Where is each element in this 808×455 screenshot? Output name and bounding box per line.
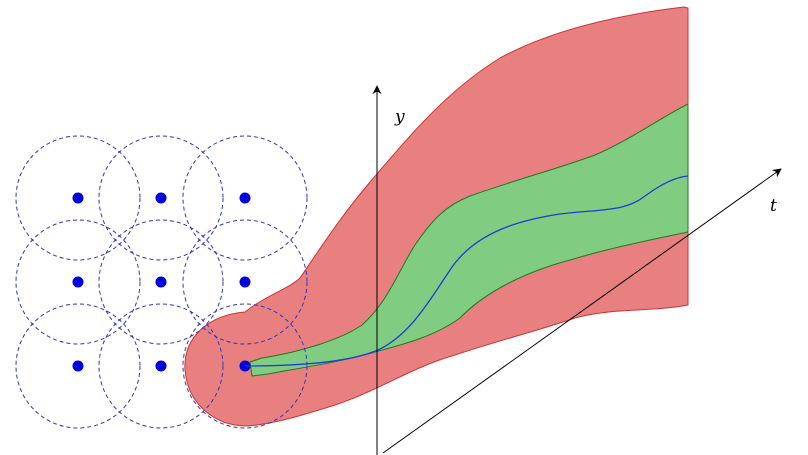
neighborhood-circle-r3c2 — [98, 303, 224, 429]
grid-point-r2c2 — [155, 276, 167, 288]
t-axis-label: t — [770, 196, 777, 216]
trajectory-curve — [244, 175, 689, 367]
inner-reachable-tube — [249, 103, 689, 377]
neighborhood-circle-r2c1 — [15, 219, 141, 345]
neighborhood-circle-r2c2 — [98, 219, 224, 345]
neighborhood-circle-r1c3 — [182, 135, 308, 261]
neighborhood-circle-r1c2 — [98, 135, 224, 261]
grid-point-r1c1 — [72, 192, 84, 204]
grid-point-r2c3 — [239, 276, 251, 288]
grid-point-r3c2 — [155, 360, 167, 372]
grid-point-r3c1 — [72, 360, 84, 372]
grid-point-r1c2 — [155, 192, 167, 204]
grid-points — [72, 192, 251, 372]
t-axis — [382, 168, 782, 454]
neighborhood-circle-r3c1 — [15, 303, 141, 429]
neighborhood-circle-r3c3 — [182, 303, 308, 429]
grid-point-r2c1 — [72, 276, 84, 288]
neighborhood-circle-r2c3 — [182, 219, 308, 345]
neighborhood-circle-r1c1 — [15, 135, 141, 261]
outer-reachable-tube — [184, 6, 689, 427]
y-axis-label: y — [394, 107, 405, 127]
grid-point-r1c3 — [239, 192, 251, 204]
grid-neighborhoods — [15, 135, 308, 429]
